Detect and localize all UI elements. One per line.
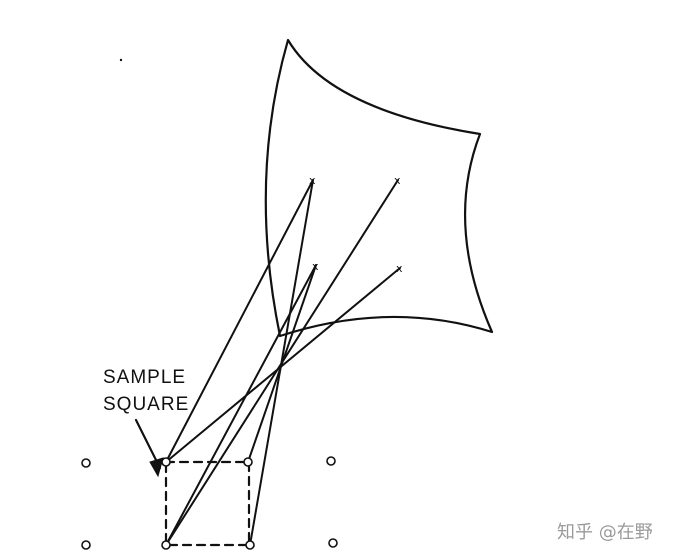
sample-point <box>81 458 91 468</box>
sample-point <box>161 457 171 467</box>
sample-point <box>161 540 171 550</box>
sample-point <box>326 456 336 466</box>
arrowhead-icon <box>149 457 164 478</box>
watermark: 知乎 @在野 <box>557 522 653 543</box>
sample-point <box>243 457 253 467</box>
x-mark-3: x <box>312 260 319 273</box>
projected-footprint-shape <box>264 38 494 338</box>
ray-5 <box>165 267 401 463</box>
endpoint-markers: x x x x <box>309 174 403 275</box>
sample-point <box>328 538 338 548</box>
sample-point <box>81 540 91 550</box>
label-pointer-arrow <box>134 418 164 478</box>
x-mark-2: x <box>394 174 401 187</box>
sample-label-line1: SAMPLE <box>103 367 186 388</box>
sample-point <box>245 540 255 550</box>
ray-4 <box>249 179 314 546</box>
sample-label-line2: SQUARE <box>103 394 189 415</box>
projection-rays <box>165 179 401 546</box>
ray-1 <box>165 179 314 463</box>
ink-speck <box>119 58 123 62</box>
sample-square <box>164 460 251 547</box>
ray-6 <box>165 264 317 546</box>
sample-points <box>81 456 338 550</box>
x-mark-4: x <box>396 262 403 275</box>
x-mark-1: x <box>309 174 316 187</box>
